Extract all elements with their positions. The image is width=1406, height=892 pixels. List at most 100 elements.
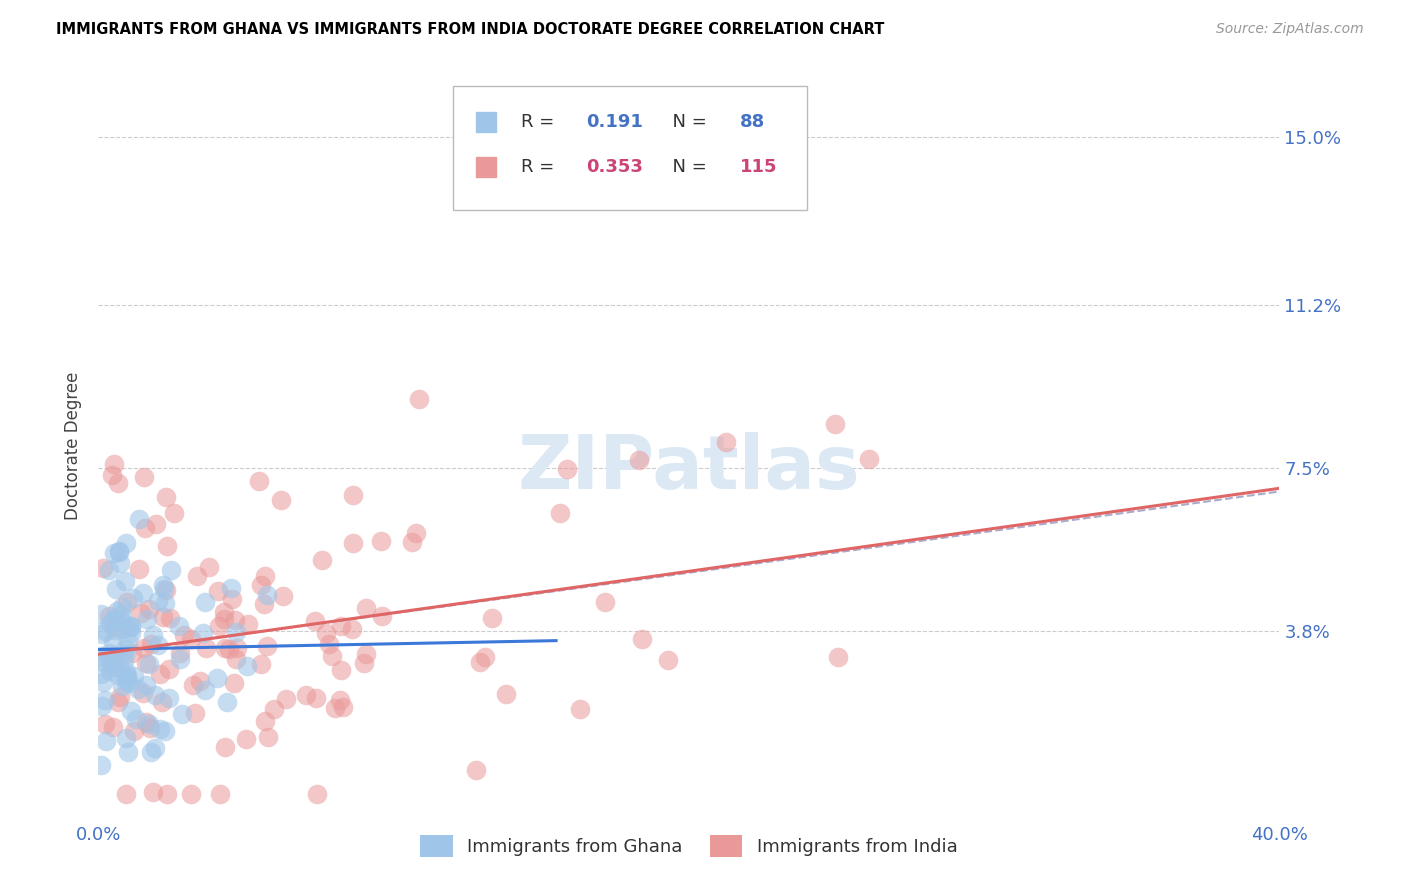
Point xyxy=(163,506,186,520)
Point xyxy=(103,649,125,664)
Point xyxy=(149,722,172,736)
Point xyxy=(311,553,333,567)
Text: ZIPatlas: ZIPatlas xyxy=(517,432,860,505)
Point xyxy=(115,787,138,801)
Point xyxy=(159,662,181,676)
Point xyxy=(104,623,127,637)
Point xyxy=(93,561,115,575)
Point xyxy=(173,628,195,642)
Point xyxy=(716,434,738,449)
Point xyxy=(329,692,352,706)
Point xyxy=(131,606,153,620)
Point xyxy=(627,452,650,467)
Text: 115: 115 xyxy=(740,158,778,177)
Point xyxy=(138,601,160,615)
Point xyxy=(159,563,181,577)
Point xyxy=(236,658,259,673)
Point xyxy=(142,785,165,799)
Point xyxy=(226,641,249,656)
Point xyxy=(307,787,329,801)
Point xyxy=(318,638,340,652)
Point xyxy=(595,595,617,609)
Point xyxy=(221,591,243,606)
Point xyxy=(111,607,134,621)
Point xyxy=(90,648,112,663)
Text: R =: R = xyxy=(522,113,560,131)
Point xyxy=(253,714,276,728)
Point xyxy=(370,534,392,549)
Point xyxy=(256,640,278,654)
Point xyxy=(194,595,217,609)
Point xyxy=(194,683,217,698)
Point xyxy=(120,618,142,632)
Point xyxy=(114,648,136,662)
Point xyxy=(131,686,153,700)
Point xyxy=(100,467,122,482)
Point xyxy=(135,656,157,670)
Point xyxy=(155,582,177,597)
Point xyxy=(330,663,353,677)
Point xyxy=(332,700,354,714)
Point xyxy=(103,457,125,471)
Point xyxy=(170,707,193,722)
Point xyxy=(555,461,578,475)
Point xyxy=(90,757,112,772)
Point xyxy=(128,512,150,526)
Point xyxy=(222,676,245,690)
Point xyxy=(224,613,246,627)
Point xyxy=(249,657,271,672)
Point xyxy=(156,787,179,801)
Point xyxy=(256,731,278,745)
Point xyxy=(371,609,394,624)
Point xyxy=(121,646,143,660)
Point xyxy=(117,746,139,760)
Point xyxy=(195,640,218,655)
Point xyxy=(263,701,285,715)
Point xyxy=(181,677,204,691)
Text: 0.191: 0.191 xyxy=(586,113,643,131)
Point xyxy=(408,392,430,406)
Point xyxy=(138,716,160,731)
Point xyxy=(548,506,571,520)
Point xyxy=(468,655,491,669)
Point xyxy=(342,488,364,502)
Point xyxy=(115,669,138,683)
Point xyxy=(401,534,423,549)
Point xyxy=(142,627,165,641)
Point xyxy=(139,721,162,735)
Point xyxy=(159,611,181,625)
Point xyxy=(90,698,112,713)
Point xyxy=(134,521,156,535)
Point xyxy=(110,690,132,705)
Point xyxy=(114,574,136,588)
Point xyxy=(155,596,177,610)
Point xyxy=(135,714,157,729)
Point xyxy=(136,612,159,626)
Point xyxy=(214,740,236,755)
Point xyxy=(104,612,127,626)
Point xyxy=(212,611,235,625)
Point xyxy=(93,717,115,731)
Point xyxy=(250,577,273,591)
Point xyxy=(156,539,179,553)
Point xyxy=(111,615,134,630)
Point xyxy=(121,591,143,605)
Point xyxy=(148,594,170,608)
Point xyxy=(94,624,117,638)
Point xyxy=(153,723,176,738)
Point xyxy=(122,724,145,739)
Point xyxy=(115,675,138,690)
Point xyxy=(108,545,131,559)
Point xyxy=(225,652,247,666)
Point xyxy=(120,704,142,718)
Point xyxy=(184,706,207,720)
Point xyxy=(128,562,150,576)
Point xyxy=(107,668,129,682)
Point xyxy=(98,646,121,660)
Point xyxy=(631,632,654,647)
Point xyxy=(90,607,112,622)
Point xyxy=(101,656,124,670)
Point xyxy=(354,648,377,662)
Point xyxy=(235,732,257,747)
Point xyxy=(495,687,517,701)
